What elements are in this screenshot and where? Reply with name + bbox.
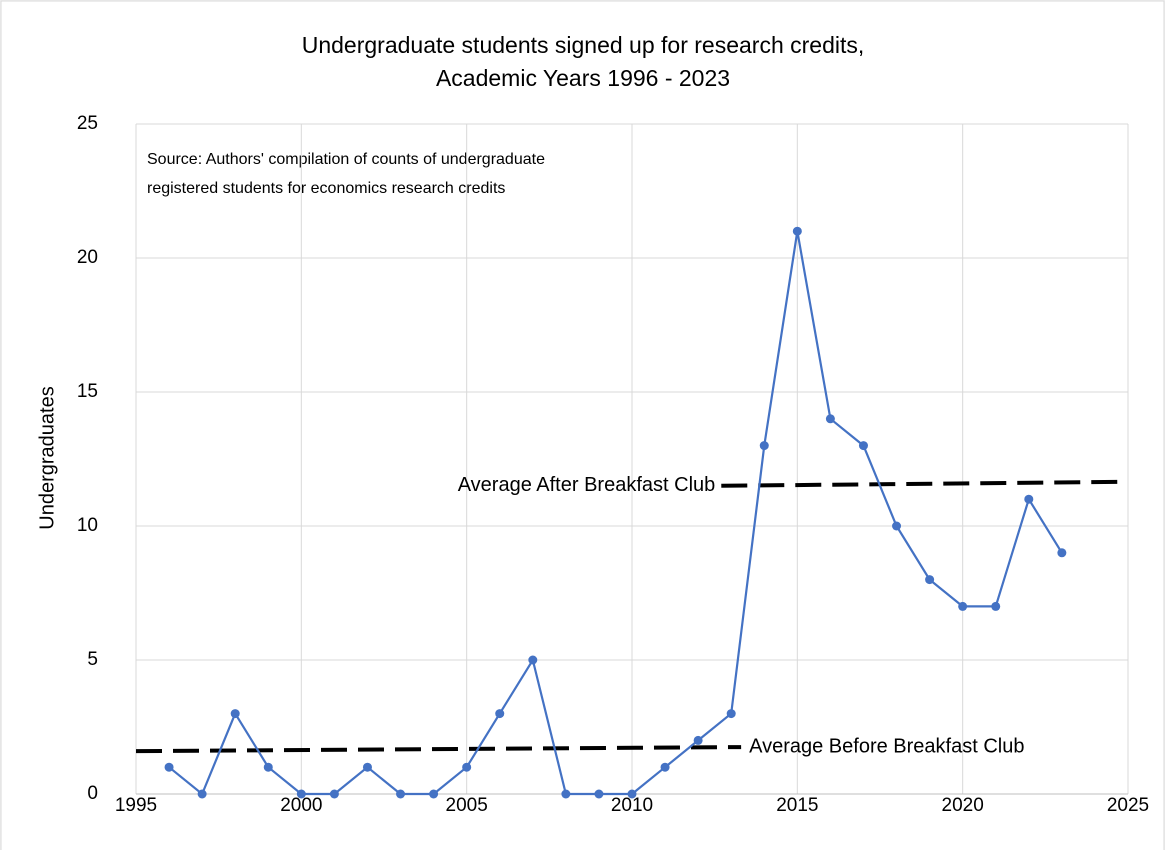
chart-title: Undergraduate students signed up for res… <box>302 32 865 58</box>
point <box>561 789 571 799</box>
point <box>528 655 538 665</box>
y-tick-label: 5 <box>87 649 98 670</box>
point <box>495 709 505 719</box>
point <box>726 709 736 719</box>
y-tick-label: 15 <box>77 381 98 402</box>
point <box>858 441 868 451</box>
point <box>396 789 406 799</box>
point <box>329 789 339 799</box>
point <box>958 601 968 611</box>
point <box>594 789 604 799</box>
point <box>792 226 802 236</box>
point <box>429 789 439 799</box>
x-tick-label: 1995 <box>115 795 157 816</box>
point <box>197 789 207 799</box>
x-tick-label: 2010 <box>611 795 653 816</box>
point <box>627 789 637 799</box>
point <box>164 762 174 772</box>
point <box>693 735 703 745</box>
point <box>462 762 472 772</box>
point <box>759 441 769 451</box>
point <box>925 575 935 585</box>
point <box>1057 548 1067 558</box>
point <box>892 521 902 531</box>
x-tick-label: 2000 <box>280 795 322 816</box>
annotation: Average After Breakfast Club <box>458 474 716 496</box>
x-tick-label: 2015 <box>776 795 818 816</box>
note: registered students for economics resear… <box>147 180 505 197</box>
chart-title: Academic Years 1996 - 2023 <box>436 65 730 91</box>
point <box>362 762 372 772</box>
y-tick-label: 10 <box>77 515 98 536</box>
point <box>296 789 306 799</box>
y-tick-label: 25 <box>77 113 98 134</box>
point <box>991 601 1001 611</box>
annotation: Average Before Breakfast Club <box>749 735 1024 757</box>
y-axis-label: Undergraduates <box>36 386 58 529</box>
x-tick-label: 2025 <box>1107 795 1149 816</box>
x-tick-label: 2020 <box>942 795 984 816</box>
point <box>230 709 240 719</box>
point <box>825 414 835 424</box>
x-tick-label: 2005 <box>446 795 488 816</box>
point <box>660 762 670 772</box>
y-tick-label: 20 <box>77 247 98 268</box>
series-line <box>168 231 1063 796</box>
point <box>263 762 273 772</box>
note: Source: Authors' compilation of counts o… <box>147 151 545 168</box>
trend-line <box>721 479 1129 488</box>
y-tick-label: 0 <box>87 783 98 804</box>
point <box>1024 494 1034 504</box>
trend-line <box>135 745 742 754</box>
